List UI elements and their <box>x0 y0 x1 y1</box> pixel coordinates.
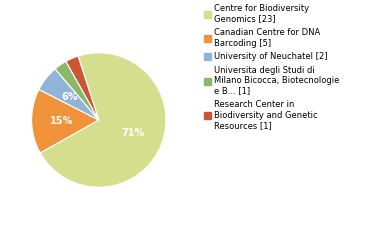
Text: 71%: 71% <box>122 128 145 138</box>
Text: 15%: 15% <box>50 116 73 126</box>
Text: 6%: 6% <box>62 92 78 102</box>
Wedge shape <box>40 53 166 187</box>
Legend: Centre for Biodiversity
Genomics [23], Canadian Centre for DNA
Barcoding [5], Un: Centre for Biodiversity Genomics [23], C… <box>204 4 340 130</box>
Wedge shape <box>55 61 99 120</box>
Wedge shape <box>32 90 99 153</box>
Wedge shape <box>66 56 99 120</box>
Wedge shape <box>39 69 99 120</box>
